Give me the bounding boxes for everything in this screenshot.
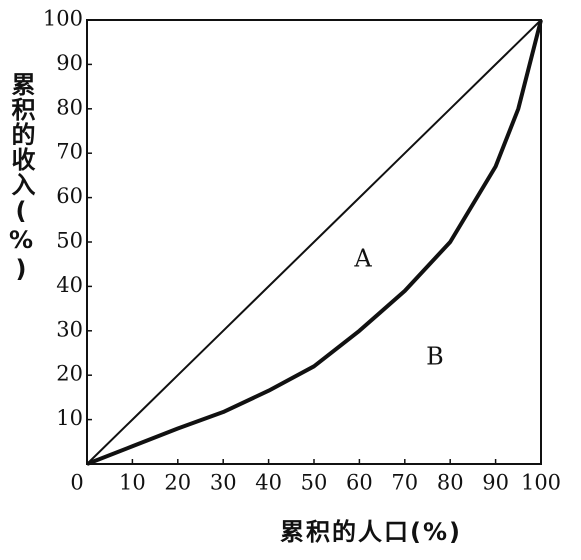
y-axis-label: 累积的收入(%) <box>7 72 35 284</box>
y-tick-label: 20 <box>56 362 83 386</box>
y-tick-label: 60 <box>56 184 83 208</box>
x-tick-label: 50 <box>301 471 328 495</box>
x-tick-label: 30 <box>210 471 237 495</box>
y-tick-label: 100 <box>43 7 83 31</box>
x-tick-label: 10 <box>119 471 146 495</box>
x-tick-label: 20 <box>164 471 191 495</box>
y-tick-label: 40 <box>56 273 83 297</box>
x-tick-label: 0 <box>70 471 83 495</box>
data-line <box>86 19 542 465</box>
y-tick-label: 80 <box>56 95 83 119</box>
x-tick-label: 80 <box>437 471 464 495</box>
data-line <box>86 19 543 466</box>
y-tick-label: 10 <box>56 406 83 430</box>
x-tick-label: 90 <box>482 471 509 495</box>
x-tick-label: 70 <box>391 471 418 495</box>
x-tick-label: 100 <box>521 471 561 495</box>
region-label: B <box>426 343 444 371</box>
y-tick-label: 90 <box>56 51 83 75</box>
y-tick-label: 70 <box>56 140 83 164</box>
x-axis-label: 累积的人口(%) <box>280 518 462 546</box>
y-tick-label: 30 <box>56 317 83 341</box>
x-tick-label: 40 <box>255 471 282 495</box>
region-label: A <box>353 245 372 273</box>
x-tick-label: 60 <box>346 471 373 495</box>
y-tick-label: 50 <box>56 229 83 253</box>
